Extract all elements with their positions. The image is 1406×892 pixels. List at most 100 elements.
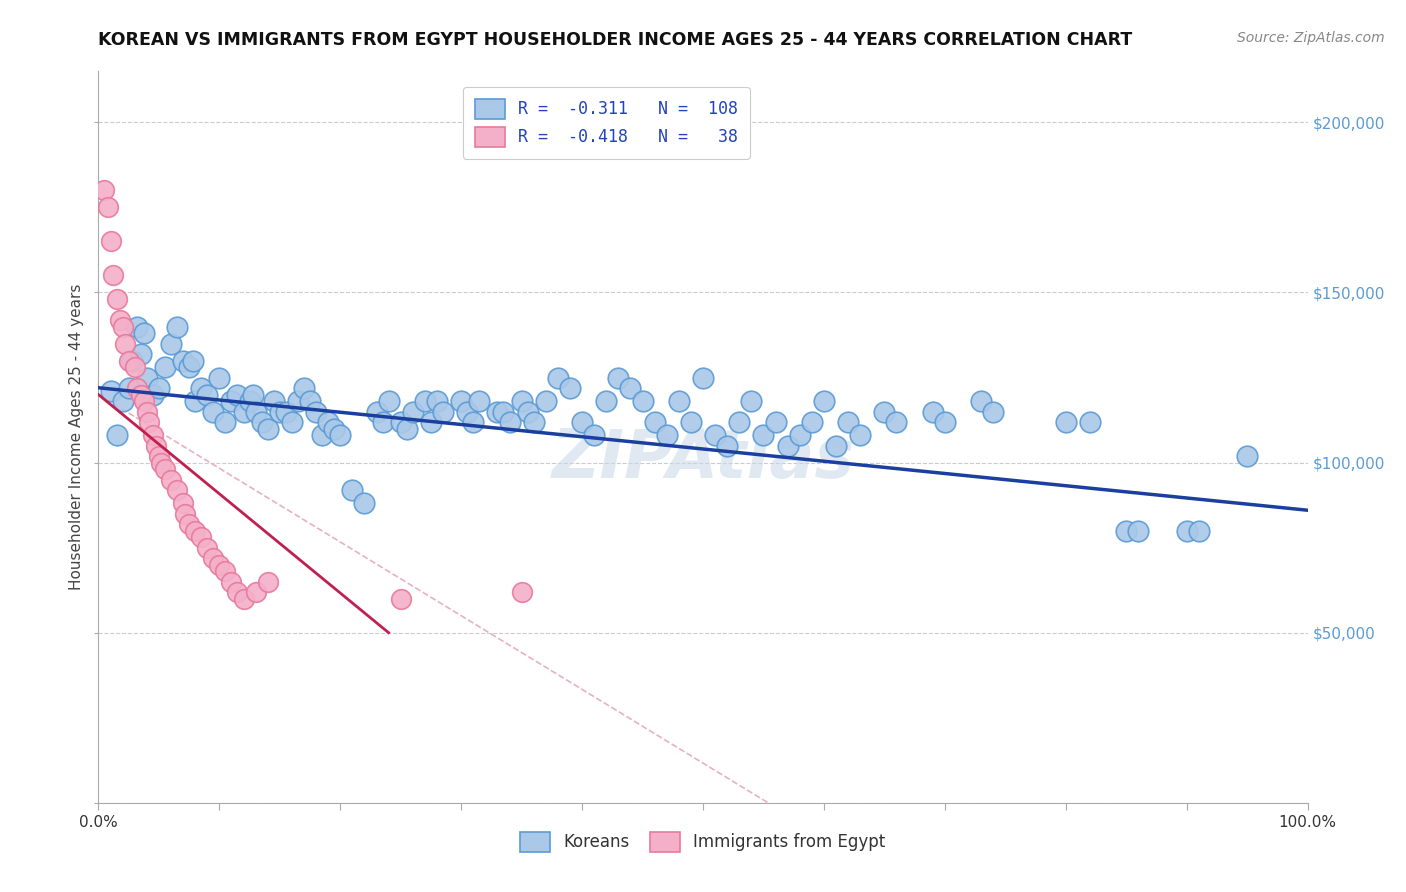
Point (202, 404, 225, 418)
Point (607, 370, 630, 384)
Point (873, 404, 896, 418)
Point (174, 507, 197, 521)
Point (153, 462, 176, 476)
Point (305, 404, 328, 418)
Point (179, 360, 201, 375)
Point (135, 404, 157, 418)
Point (837, 415, 859, 429)
Point (728, 415, 751, 429)
Point (534, 394, 557, 409)
Point (432, 404, 454, 418)
Point (402, 404, 425, 418)
Point (740, 394, 762, 409)
Point (179, 516, 201, 531)
Point (160, 336, 183, 351)
Point (776, 439, 799, 453)
Point (655, 428, 678, 442)
Point (184, 524, 207, 538)
Point (118, 353, 141, 368)
Point (263, 394, 285, 409)
Legend: Koreans, Immigrants from Egypt: Koreans, Immigrants from Egypt (512, 823, 894, 860)
Point (97, 201, 120, 215)
Point (181, 353, 204, 368)
Point (232, 591, 254, 606)
Point (571, 415, 593, 429)
Point (704, 428, 727, 442)
Point (111, 319, 134, 334)
Point (366, 404, 388, 418)
Point (281, 415, 304, 429)
Point (342, 483, 364, 497)
Point (813, 394, 835, 409)
Point (195, 387, 218, 401)
Point (93, 183, 115, 197)
Point (371, 415, 394, 429)
Point (166, 319, 188, 334)
Point (921, 404, 943, 418)
Point (138, 415, 160, 429)
Point (934, 415, 956, 429)
Point (202, 550, 225, 565)
Point (142, 387, 165, 401)
Point (129, 387, 152, 401)
Point (269, 404, 291, 418)
Point (1115, 524, 1137, 538)
Point (226, 387, 249, 401)
Point (100, 384, 122, 399)
Point (195, 541, 218, 555)
Point (583, 428, 606, 442)
Text: ZIPAtlas: ZIPAtlas (551, 426, 855, 492)
Point (127, 381, 149, 395)
Point (1188, 524, 1211, 538)
Point (135, 370, 157, 384)
Point (114, 336, 136, 351)
Point (145, 439, 167, 453)
Text: Source: ZipAtlas.com: Source: ZipAtlas.com (1237, 31, 1385, 45)
Point (825, 439, 848, 453)
Point (292, 381, 315, 395)
Y-axis label: Householder Income Ages 25 - 44 years: Householder Income Ages 25 - 44 years (69, 284, 84, 591)
Point (245, 585, 267, 599)
Point (420, 415, 443, 429)
Point (172, 496, 194, 510)
Point (389, 591, 412, 606)
Point (450, 394, 472, 409)
Point (142, 428, 165, 442)
Point (274, 404, 297, 418)
Point (644, 415, 666, 429)
Point (208, 370, 231, 384)
Point (221, 394, 243, 409)
Point (752, 428, 775, 442)
Point (256, 421, 278, 435)
Point (287, 394, 309, 409)
Point (516, 404, 538, 418)
Point (498, 415, 520, 429)
Point (377, 394, 399, 409)
Point (232, 404, 254, 418)
Point (486, 404, 509, 418)
Point (105, 428, 128, 442)
Point (134, 394, 156, 409)
Point (492, 404, 515, 418)
Point (129, 347, 152, 361)
Point (208, 558, 231, 572)
Point (970, 394, 993, 409)
Point (547, 370, 569, 384)
Point (558, 381, 581, 395)
Point (619, 381, 641, 395)
Point (510, 394, 533, 409)
Point (668, 394, 690, 409)
Point (148, 381, 170, 395)
Point (789, 428, 811, 442)
Point (250, 415, 273, 429)
Point (214, 565, 236, 579)
Point (245, 404, 267, 418)
Point (1175, 524, 1198, 538)
Point (256, 574, 278, 589)
Point (323, 421, 346, 435)
Point (765, 415, 787, 429)
Point (239, 394, 262, 409)
Point (121, 353, 143, 368)
Point (1128, 524, 1150, 538)
Point (153, 360, 176, 375)
